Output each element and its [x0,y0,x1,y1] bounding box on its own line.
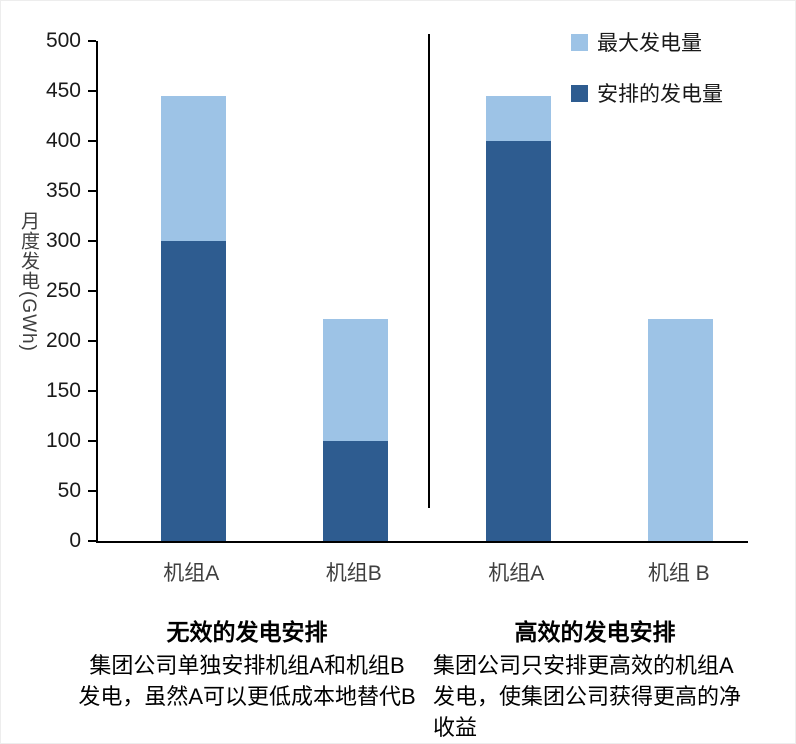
y-tick-label: 350 [45,179,81,202]
x-category-label: 机组A [488,562,545,585]
y-tick-label: 50 [57,479,81,502]
scheduled-generation-bar [160,241,226,541]
caption-left: 无效的发电安排 集团公司单独安排机组A和机组B 发电，虽然A可以更低成本地替代B [49,613,445,712]
y-tick-label: 0 [69,529,81,552]
y-tick-mark [88,290,96,292]
y-tick-mark [88,440,96,442]
scheduled-generation-bar [485,141,551,541]
max-generation-bar [648,319,714,541]
y-tick-mark [88,140,96,142]
y-tick-label: 100 [45,429,81,452]
x-category-label: 机组B [325,562,382,585]
y-tick-mark [88,540,96,542]
y-tick-label: 200 [45,329,81,352]
legend-swatch-max-generation [571,33,588,51]
y-tick-label: 250 [45,279,81,302]
caption-right-body: 集团公司只安排更高效的机组A 发电，使集团公司获得更高的净 收益 [433,653,742,741]
caption-right: 高效的发电安排 集团公司只安排更高效的机组A 发电，使集团公司获得更高的净 收益 [433,613,757,743]
y-tick-label: 150 [45,379,81,402]
scheduled-generation-bar [323,441,389,541]
group-divider-line [428,34,430,508]
legend-item-max-generation: 最大发电量 [571,27,723,57]
x-category-label: 机组A [163,562,220,585]
y-tick-label: 400 [45,129,81,152]
y-tick-mark [88,390,96,392]
legend: 最大发电量安排的发电量 [571,27,723,108]
legend-item-scheduled-generation: 安排的发电量 [571,78,723,108]
y-tick-mark [88,490,96,492]
plot-area [96,41,748,543]
x-category-label: 机组 B [647,562,710,585]
bars-layer [98,41,748,541]
y-tick-label: 500 [45,29,81,52]
caption-left-title: 无效的发电安排 [166,619,328,645]
y-axis-title: 月度发电(GWh) [18,211,39,352]
y-tick-label: 450 [45,79,81,102]
legend-label: 安排的发电量 [597,83,723,106]
caption-right-title: 高效的发电安排 [514,619,676,645]
legend-swatch-scheduled-generation [571,84,588,102]
y-tick-mark [88,190,96,192]
caption-left-body: 集团公司单独安排机组A和机组B 发电，虽然A可以更低成本地替代B [78,653,416,710]
y-tick-mark [88,40,96,42]
legend-label: 最大发电量 [597,32,702,55]
y-tick-mark [88,90,96,92]
y-tick-label: 300 [45,229,81,252]
y-tick-mark [88,240,96,242]
y-tick-mark [88,340,96,342]
